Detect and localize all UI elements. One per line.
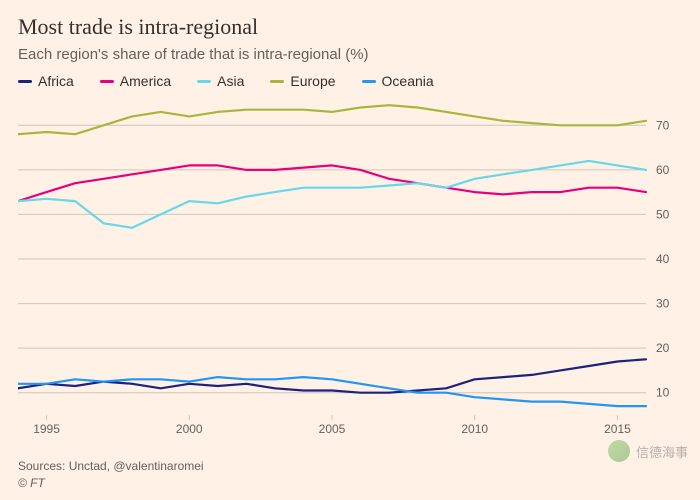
y-tick-label: 10: [656, 386, 670, 400]
plot-area: 10 20 30 40 50 60 70 1995 2000 2005 2010 2015: [18, 97, 682, 437]
legend-swatch-icon: [270, 80, 284, 83]
chart-title: Most trade is intra-regional: [18, 14, 682, 40]
chart-svg: 10 20 30 40 50 60 70 1995 2000 2005 2010 2015: [18, 97, 682, 437]
legend-swatch-icon: [100, 80, 114, 83]
series-europe: [18, 105, 646, 134]
watermark: 信德海事: [608, 440, 688, 462]
chart-subtitle: Each region's share of trade that is int…: [18, 46, 682, 63]
y-tick-label: 60: [656, 163, 670, 177]
legend-label: Africa: [38, 73, 74, 89]
legend-item-africa: Africa: [18, 73, 74, 89]
watermark-logo-icon: [608, 440, 630, 462]
x-tick-label: 2000: [176, 422, 203, 436]
legend-item-europe: Europe: [270, 73, 335, 89]
legend-item-asia: Asia: [197, 73, 244, 89]
legend-swatch-icon: [197, 80, 211, 83]
y-tick-label: 30: [656, 297, 670, 311]
x-tick-label: 2015: [604, 422, 631, 436]
legend-swatch-icon: [18, 80, 32, 83]
x-tick-label: 1995: [33, 422, 60, 436]
legend: Africa America Asia Europe Oceania: [18, 73, 682, 89]
legend-label: Asia: [217, 73, 244, 89]
series-africa: [18, 359, 646, 392]
legend-label: Oceania: [382, 73, 434, 89]
source-line: Sources: Unctad, @valentinaromei: [18, 458, 204, 475]
watermark-text: 信德海事: [636, 442, 688, 461]
copyright-line: © FT: [18, 475, 204, 492]
x-tick-label: 2010: [461, 422, 488, 436]
legend-label: Europe: [290, 73, 335, 89]
legend-swatch-icon: [362, 80, 376, 83]
chart-container: Most trade is intra-regional Each region…: [0, 0, 700, 500]
legend-item-oceania: Oceania: [362, 73, 434, 89]
y-tick-label: 20: [656, 341, 670, 355]
y-tick-label: 40: [656, 252, 670, 266]
y-tick-label: 70: [656, 118, 670, 132]
series-asia: [18, 161, 646, 228]
x-tick-label: 2005: [319, 422, 346, 436]
y-tick-label: 50: [656, 207, 670, 221]
legend-label: America: [120, 73, 171, 89]
series-america: [18, 165, 646, 201]
footer: Sources: Unctad, @valentinaromei © FT: [18, 458, 204, 492]
legend-item-america: America: [100, 73, 171, 89]
